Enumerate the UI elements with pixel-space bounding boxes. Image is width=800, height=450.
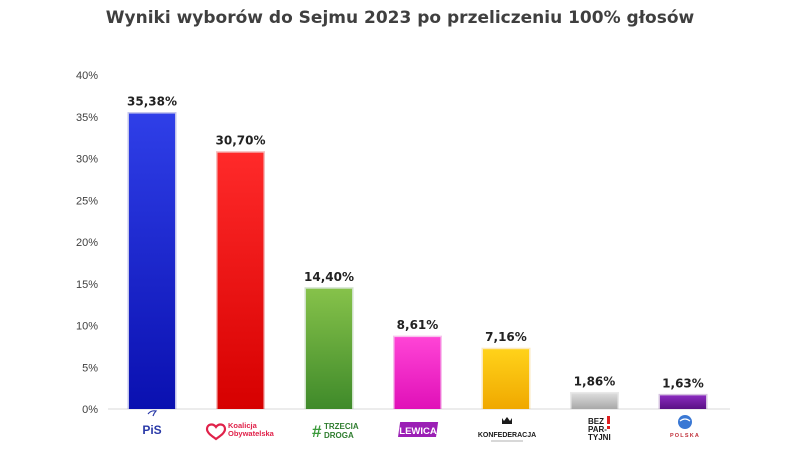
bar [660,395,706,409]
data-label: 30,70% [216,134,266,148]
exclamation-icon [607,416,610,424]
lewica-logo-text: LEWICA [399,426,437,437]
y-tick-label: 25% [76,195,98,207]
y-tick-label: 40% [76,70,98,82]
td-logo-hash: # [312,422,322,441]
data-label: 14,40% [304,270,354,284]
y-tick-label: 15% [76,279,98,291]
bar [483,349,529,409]
lewica-logo: LEWICA [398,422,439,437]
td-logo: # TRZECIA DROGA [312,422,359,441]
y-tick-label: 35% [76,112,98,124]
td-logo-line1: TRZECIA [324,422,359,431]
bezpartyjni-logo: BEZ PAR- TYJNI [588,416,611,442]
pjj-logo-text: POLSKA [670,433,700,439]
bezp-logo-line2: PAR- [588,425,607,434]
data-label: 35,38% [127,95,177,109]
bar [129,113,175,410]
y-tick-label: 20% [76,237,98,249]
bar [306,288,352,409]
bar [394,337,441,409]
bars [127,112,708,410]
konf-logo: KONFEDERACJA [478,417,536,442]
ko-logo: Koalicja Obywatelska [205,421,275,441]
pjj-logo: POLSKA [670,415,700,439]
y-tick-label: 0% [82,404,98,416]
pis-logo-text: PiS [142,423,161,437]
y-tick-label: 10% [76,321,98,333]
pis-logo: PiS [142,410,162,437]
chart-title: Wyniki wyborów do Sejmu 2023 po przelicz… [105,8,695,28]
konf-logo-text: KONFEDERACJA [478,432,536,439]
bezp-logo-line1: BEZ [588,417,604,426]
bezp-logo-line3: TYJNI [588,433,611,442]
data-label: 8,61% [397,318,439,332]
y-tick-label: 30% [76,154,98,166]
y-tick-label: 5% [82,362,98,374]
data-label: 1,63% [662,376,704,390]
y-axis: 0% 5% 10% 15% 20% 25% 30% 35% 40% [76,70,98,416]
bar [571,393,618,409]
ko-logo-line2: Obywatelska [228,429,275,438]
ko-logo-line1: Koalicja [228,421,258,430]
bar [217,152,264,409]
td-logo-line2: DROGA [324,431,354,440]
data-label: 7,16% [485,330,527,344]
data-label: 1,86% [574,374,616,388]
data-labels: 35,38% 30,70% 14,40% 8,61% 7,16% 1,86% 1,63% [127,95,704,391]
crown-icon [502,417,512,424]
heart-icon [205,423,227,441]
globe-icon [678,415,692,429]
category-logos: PiS Koalicja Obywatelska # TRZECIA DROGA… [142,410,700,442]
